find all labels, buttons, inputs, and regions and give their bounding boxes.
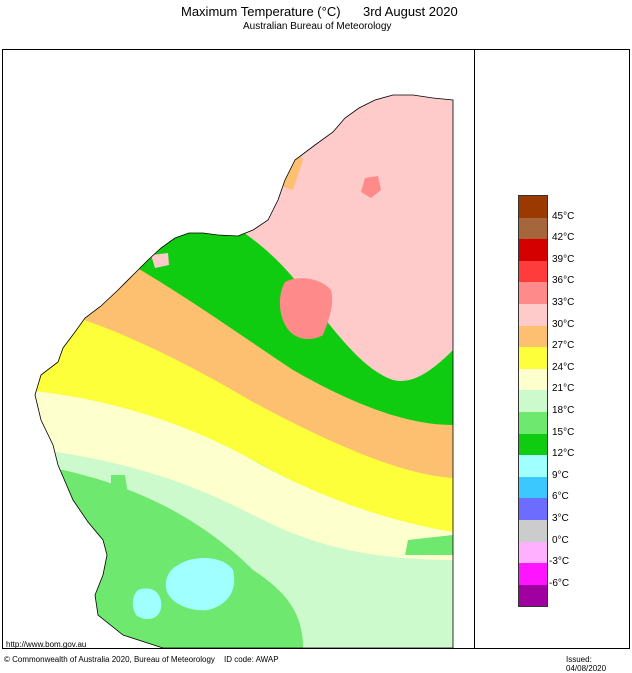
legend-swatch [518,433,548,456]
legend-tick-label: 39°C [552,253,575,265]
frame-divider [474,49,475,649]
legend-swatches [518,195,548,608]
legend-swatch [518,455,548,477]
legend-tick-label: 30°C [552,318,575,330]
map-land [35,95,453,648]
legend-tick-label: -6°C [549,577,570,589]
legend-swatch [518,325,548,348]
bom-url: http://www.bom.gov.au [6,640,87,649]
legend-tick-label: -3°C [549,556,570,568]
legend-tick-label: 27°C [552,340,575,352]
id-code: ID code: AWAP [224,655,279,664]
legend-swatch [518,476,548,499]
legend-tick-label: 42°C [552,232,575,244]
map-title: Maximum Temperature (°C) [181,4,341,19]
legend-swatch [518,563,548,585]
map-frame [2,49,630,649]
title-row: Maximum Temperature (°C) 3rd August 2020 [0,4,632,22]
legend-tick-label: 3°C [552,513,569,524]
legend-swatch [518,584,548,607]
legend-swatch [518,196,548,218]
legend-swatch [518,519,548,542]
temperature-legend [518,195,548,608]
legend-swatch [518,541,548,564]
legend-tick-label: 45°C [552,210,575,222]
legend-swatch [518,217,548,240]
subtitle-text: Australian Bureau of Meteorology [243,21,392,32]
temperature-map [34,94,454,648]
legend-swatch [518,303,548,326]
legend-tick-label: 0°C [552,534,569,546]
legend-tick-label: 36°C [552,275,575,287]
issued-date: Issued: 04/08/2020 [566,655,607,673]
legend-tick-label: 6°C [552,491,569,503]
legend-swatch [518,239,548,261]
legend-swatch [518,368,548,391]
copyright: © Commonwealth of Australia 2020, Bureau… [4,655,215,664]
legend-swatch [518,411,548,434]
legend-swatch [518,260,548,283]
legend-tick-label: 21°C [552,383,575,395]
map-date: 3rd August 2020 [363,4,458,19]
legend-swatch [518,498,548,520]
legend-swatch [518,347,548,369]
legend-tick-label: 9°C [552,469,569,481]
legend-tick-label: 24°C [552,361,575,373]
legend-tick-label: 18°C [552,405,575,416]
legend-tick-label: 12°C [552,448,575,460]
legend-swatch [518,282,548,304]
legend-swatch [518,390,548,412]
legend-tick-label: 33°C [552,297,575,308]
legend-tick-label: 15°C [552,426,575,438]
